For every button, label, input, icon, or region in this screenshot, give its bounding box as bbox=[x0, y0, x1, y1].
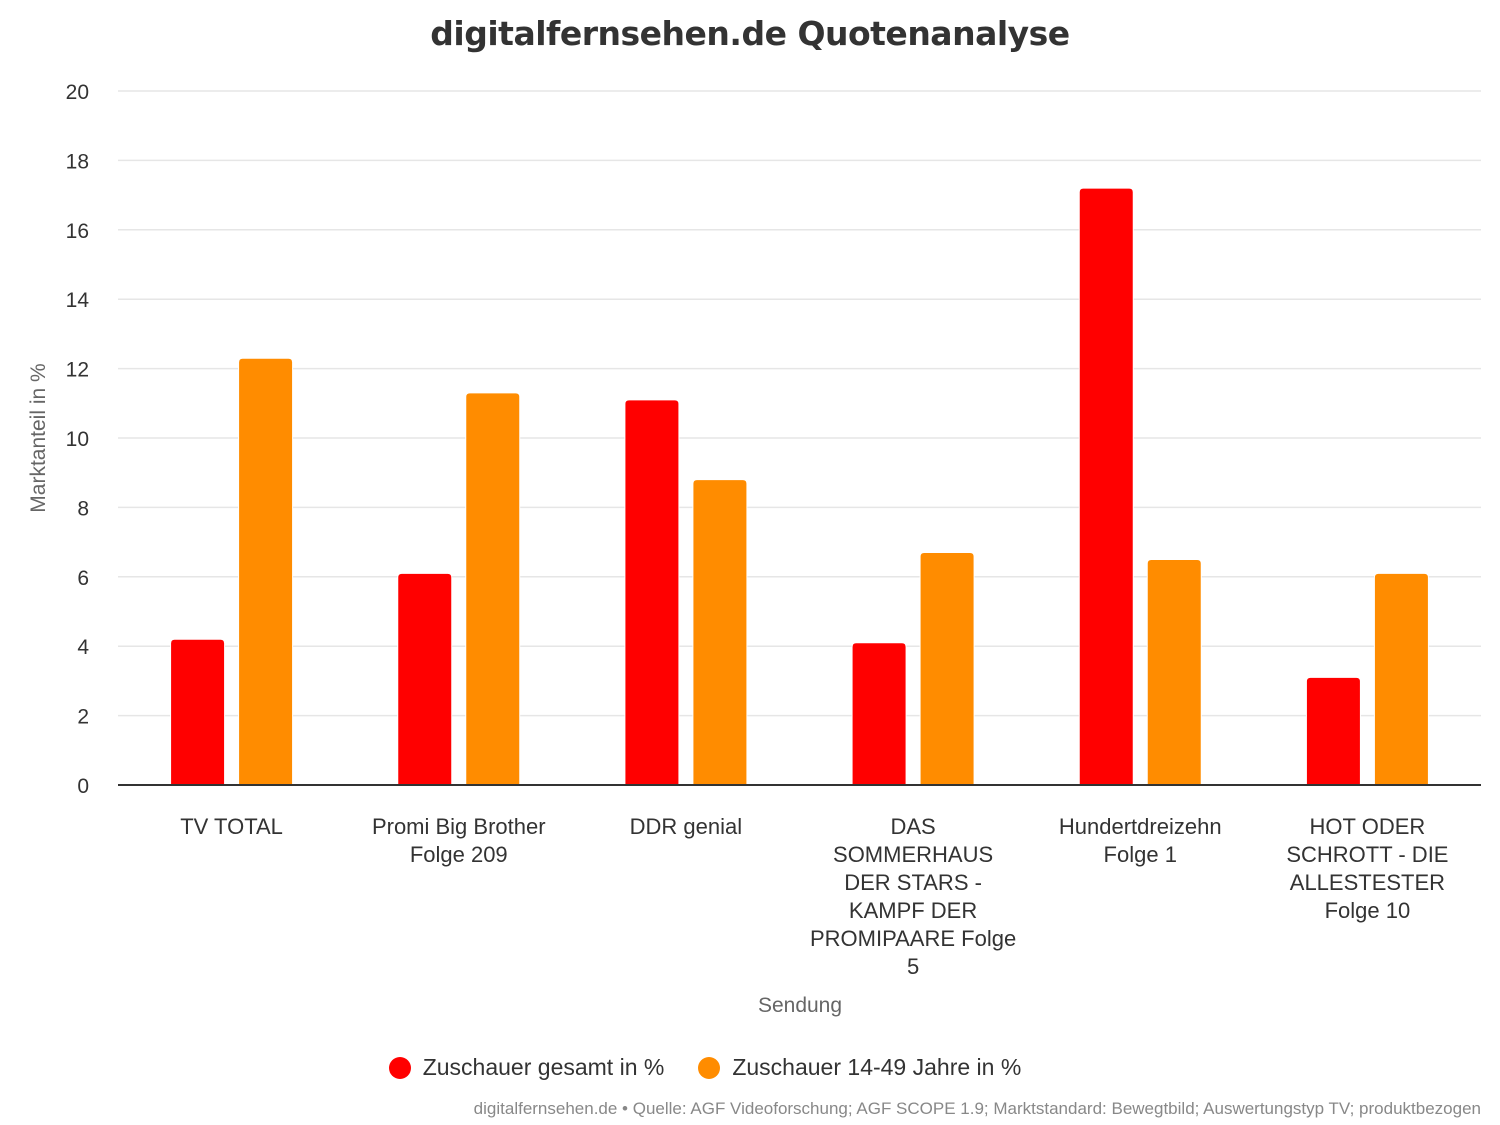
bar-gesamt[interactable] bbox=[1078, 187, 1134, 786]
legend-item-gesamt[interactable]: Zuschauer gesamt in % bbox=[388, 1054, 665, 1081]
x-tick-label-line: DDR genial bbox=[630, 814, 743, 839]
x-tick-label-line: KAMPF DER bbox=[849, 898, 977, 923]
bar-14-49[interactable] bbox=[1373, 572, 1429, 786]
bar-gesamt[interactable] bbox=[170, 638, 226, 786]
gridlines bbox=[118, 90, 1481, 717]
x-tick-label-line: ALLESTESTER bbox=[1290, 870, 1445, 895]
credits: digitalfernsehen.de • Quelle: AGF Videof… bbox=[473, 1099, 1481, 1118]
bar-gesamt[interactable] bbox=[624, 399, 680, 786]
bar-14-49[interactable] bbox=[919, 552, 975, 786]
legend-label: Zuschauer 14-49 Jahre in % bbox=[732, 1054, 1022, 1080]
legend-marker-14-49 bbox=[698, 1056, 721, 1079]
bar-gesamt[interactable] bbox=[397, 572, 453, 786]
chart-title: digitalfernsehen.de Quotenanalyse bbox=[430, 14, 1070, 53]
x-tick-label-line: SOMMERHAUS bbox=[833, 842, 993, 867]
x-tick-label-line: Folge 1 bbox=[1104, 842, 1177, 867]
x-axis-labels: TV TOTAL Promi Big Brother Folge 209 DDR ge… bbox=[180, 814, 1448, 979]
y-tick-label: 10 bbox=[66, 428, 89, 451]
x-tick-label-line: Hundertdreizehn bbox=[1059, 814, 1222, 839]
y-tick-label: 0 bbox=[77, 775, 89, 798]
x-tick-label: Hundertdreizehn Folge 1 bbox=[1059, 814, 1222, 867]
x-tick-label-line: Promi Big Brother bbox=[372, 814, 546, 839]
bars bbox=[170, 187, 1429, 786]
x-tick-label-line: HOT ODER bbox=[1310, 814, 1426, 839]
x-tick-label-line: DER STARS - bbox=[844, 870, 982, 895]
x-axis-title: Sendung bbox=[758, 994, 842, 1017]
y-tick-label: 14 bbox=[66, 289, 90, 312]
x-tick-label-line: PROMIPAARE Folge bbox=[810, 926, 1016, 951]
bar-14-49[interactable] bbox=[1146, 558, 1202, 786]
legend: Zuschauer gesamt in % Zuschauer 14-49 Ja… bbox=[0, 1054, 1500, 1081]
x-tick-label: HOT ODER SCHROTT - DIE ALLESTESTER Folge 10 bbox=[1286, 814, 1448, 923]
y-tick-label: 16 bbox=[66, 220, 89, 243]
x-tick-label: Promi Big Brother Folge 209 bbox=[372, 814, 546, 867]
x-tick-label-line: 5 bbox=[907, 954, 919, 979]
y-tick-label: 8 bbox=[77, 497, 89, 520]
bar-14-49[interactable] bbox=[465, 392, 521, 786]
x-tick-label: DAS SOMMERHAUS DER STARS - KAMPF DER PROMIPA… bbox=[810, 814, 1016, 979]
bar-14-49[interactable] bbox=[692, 479, 748, 786]
legend-label: Zuschauer gesamt in % bbox=[422, 1054, 665, 1080]
y-axis-ticks: 0 2 4 6 8 10 12 14 16 18 20 bbox=[66, 81, 90, 798]
y-tick-label: 12 bbox=[66, 359, 89, 382]
x-tick-label-line: DAS bbox=[890, 814, 935, 839]
y-tick-label: 20 bbox=[66, 81, 89, 104]
x-tick-label: DDR genial bbox=[630, 814, 743, 839]
y-tick-label: 18 bbox=[66, 150, 89, 173]
legend-item-14-49[interactable]: Zuschauer 14-49 Jahre in % bbox=[698, 1054, 1021, 1081]
legend-marker-gesamt bbox=[388, 1056, 411, 1079]
x-tick-label-line: Folge 209 bbox=[410, 842, 508, 867]
x-tick-label-line: SCHROTT - DIE bbox=[1286, 842, 1448, 867]
bar-gesamt[interactable] bbox=[1305, 676, 1361, 786]
y-tick-label: 2 bbox=[77, 706, 89, 729]
x-tick-label: TV TOTAL bbox=[180, 814, 283, 839]
x-tick-label-line: Folge 10 bbox=[1325, 898, 1411, 923]
y-axis-title: Marktanteil in % bbox=[27, 363, 50, 512]
bar-14-49[interactable] bbox=[238, 357, 294, 786]
x-tick-label-line: TV TOTAL bbox=[180, 814, 283, 839]
y-tick-label: 6 bbox=[77, 567, 89, 590]
y-tick-label: 4 bbox=[77, 636, 89, 659]
bar-gesamt[interactable] bbox=[851, 642, 907, 786]
